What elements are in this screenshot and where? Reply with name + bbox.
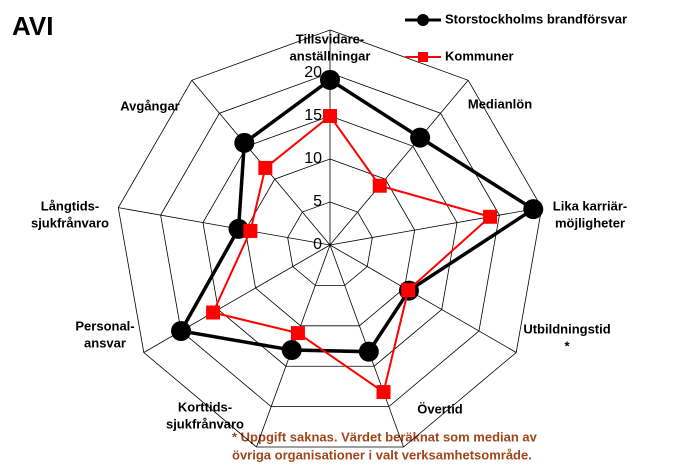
spoke [329, 80, 469, 246]
y-tick-label: 10 [304, 150, 322, 167]
chart-title: AVI [12, 11, 53, 41]
legend-marker [417, 14, 429, 26]
axis-label: * [564, 338, 570, 353]
marker [281, 340, 302, 361]
axis-label: sjukfrånvaro [31, 215, 109, 230]
series-line [211, 114, 493, 394]
axis-label: Långtids- [41, 198, 100, 213]
grid-ring [244, 158, 416, 327]
spoke [118, 207, 331, 246]
axis-label: möjligheter [555, 215, 625, 230]
marker [401, 283, 416, 298]
legend-label: Storstockholms brandförsvar [445, 11, 627, 26]
grid-ring [117, 29, 543, 448]
spoke [329, 244, 517, 353]
marker [410, 127, 431, 148]
marker [320, 69, 340, 90]
axis-label: Avgångar [120, 98, 179, 113]
axis-label: Övertid [417, 401, 463, 416]
legend-marker [418, 52, 428, 62]
footnote: * Uppgift saknas. Värdet beräknat som me… [232, 429, 538, 444]
grid-ring [202, 115, 458, 367]
y-tick-label: 15 [304, 107, 322, 124]
y-tick-label: 20 [304, 64, 322, 81]
series-line [178, 77, 537, 354]
footnote: övriga organisationer i valt verksamhets… [232, 447, 532, 462]
y-tick-label: 5 [313, 193, 322, 210]
marker [258, 160, 273, 175]
spoke [329, 207, 542, 246]
marker [323, 109, 337, 123]
axis-label: Medianlön [468, 96, 532, 111]
marker [376, 385, 391, 400]
marker [523, 199, 544, 220]
grid-ring [160, 72, 500, 408]
marker [372, 178, 387, 193]
marker [243, 223, 258, 238]
axis-label: ansvar [84, 335, 126, 350]
axis-label: Utbildningstid [523, 321, 610, 336]
marker [234, 132, 255, 153]
axis-label: Personal- [75, 318, 134, 333]
legend-label: Kommuner [445, 48, 514, 63]
y-tick-label: 0 [313, 236, 322, 253]
axis-label: anställningar [290, 48, 371, 63]
marker [483, 209, 498, 224]
axis-label: Tillsvidare- [296, 31, 364, 46]
grid-ring [287, 201, 373, 286]
axis-label: Lika karriär- [553, 198, 627, 213]
marker [358, 341, 379, 362]
axis-label: sjukfrånvaro [166, 416, 244, 431]
marker [290, 326, 305, 341]
marker [206, 305, 221, 320]
marker [171, 321, 192, 341]
axis-label: Korttids- [178, 399, 232, 414]
